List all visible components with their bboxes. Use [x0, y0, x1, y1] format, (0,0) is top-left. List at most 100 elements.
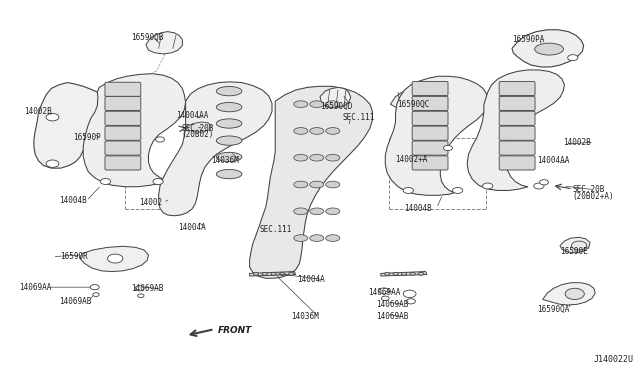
Circle shape: [280, 272, 285, 275]
Circle shape: [410, 272, 415, 275]
Ellipse shape: [216, 169, 242, 179]
Circle shape: [444, 145, 452, 151]
Ellipse shape: [310, 208, 324, 215]
Circle shape: [46, 113, 59, 121]
Circle shape: [156, 137, 164, 142]
Ellipse shape: [310, 154, 324, 161]
Text: SEC.20B: SEC.20B: [181, 124, 214, 133]
Circle shape: [572, 241, 587, 250]
Circle shape: [568, 55, 578, 61]
Text: 16590QB: 16590QB: [131, 33, 164, 42]
Circle shape: [565, 288, 584, 299]
Polygon shape: [543, 283, 595, 305]
FancyBboxPatch shape: [412, 141, 448, 155]
Circle shape: [534, 183, 544, 189]
Ellipse shape: [294, 101, 308, 108]
Text: 14069AA: 14069AA: [19, 283, 52, 292]
Text: 14002+A: 14002+A: [396, 155, 428, 164]
FancyBboxPatch shape: [105, 111, 141, 125]
Ellipse shape: [294, 128, 308, 134]
Ellipse shape: [310, 181, 324, 188]
Polygon shape: [80, 246, 148, 272]
Text: 14004AA: 14004AA: [538, 156, 570, 165]
Text: SEC.20B: SEC.20B: [573, 185, 605, 194]
Polygon shape: [390, 90, 428, 110]
Circle shape: [385, 272, 390, 275]
Ellipse shape: [216, 153, 242, 161]
Circle shape: [46, 160, 59, 167]
Text: 14069AA: 14069AA: [368, 288, 401, 296]
Ellipse shape: [326, 235, 340, 241]
Polygon shape: [83, 74, 186, 187]
Ellipse shape: [294, 181, 308, 188]
Circle shape: [100, 179, 111, 185]
Circle shape: [253, 272, 259, 275]
Text: 16590E: 16590E: [560, 247, 588, 256]
FancyBboxPatch shape: [412, 96, 448, 110]
Text: 14036M: 14036M: [211, 156, 239, 165]
Text: (20B02+A): (20B02+A): [573, 192, 614, 201]
Text: 16590PA: 16590PA: [512, 35, 545, 44]
Circle shape: [271, 272, 276, 275]
Ellipse shape: [294, 235, 308, 241]
Circle shape: [379, 288, 389, 294]
Polygon shape: [250, 86, 372, 278]
Ellipse shape: [216, 86, 242, 96]
Text: 14036M: 14036M: [291, 312, 319, 321]
Ellipse shape: [216, 119, 242, 128]
Circle shape: [381, 296, 389, 301]
Text: 14069AB: 14069AB: [59, 297, 92, 306]
Ellipse shape: [326, 128, 340, 134]
Circle shape: [138, 294, 144, 298]
Ellipse shape: [326, 181, 340, 188]
Polygon shape: [381, 272, 427, 276]
FancyBboxPatch shape: [499, 141, 535, 155]
Polygon shape: [560, 237, 590, 253]
Ellipse shape: [294, 154, 308, 161]
Polygon shape: [385, 76, 488, 195]
Circle shape: [403, 290, 416, 298]
FancyBboxPatch shape: [105, 126, 141, 140]
Circle shape: [540, 180, 548, 185]
Circle shape: [419, 272, 424, 275]
Circle shape: [135, 286, 144, 291]
Text: 14002: 14002: [140, 198, 163, 207]
Circle shape: [406, 299, 415, 304]
Polygon shape: [320, 87, 351, 108]
Circle shape: [262, 272, 268, 275]
Circle shape: [452, 187, 463, 193]
Polygon shape: [159, 82, 272, 216]
FancyBboxPatch shape: [499, 111, 535, 125]
Polygon shape: [467, 70, 564, 190]
FancyBboxPatch shape: [499, 81, 535, 96]
Ellipse shape: [326, 101, 340, 108]
Ellipse shape: [310, 101, 324, 108]
Polygon shape: [34, 83, 106, 168]
Circle shape: [483, 183, 493, 189]
Text: 16590P: 16590P: [74, 133, 101, 142]
FancyBboxPatch shape: [499, 156, 535, 170]
FancyBboxPatch shape: [105, 82, 141, 96]
FancyBboxPatch shape: [412, 111, 448, 125]
Text: 16590QA: 16590QA: [538, 305, 570, 314]
FancyBboxPatch shape: [105, 96, 141, 110]
Text: 14004B: 14004B: [404, 204, 432, 213]
Polygon shape: [146, 32, 182, 54]
Polygon shape: [512, 30, 584, 67]
Ellipse shape: [535, 43, 564, 55]
Text: SEC.111: SEC.111: [259, 225, 292, 234]
Ellipse shape: [310, 235, 324, 241]
Text: 16590R: 16590R: [60, 252, 88, 261]
FancyBboxPatch shape: [105, 156, 141, 170]
Text: 14004A: 14004A: [298, 275, 325, 284]
Ellipse shape: [216, 103, 242, 112]
FancyBboxPatch shape: [499, 126, 535, 140]
FancyBboxPatch shape: [412, 156, 448, 170]
FancyBboxPatch shape: [105, 141, 141, 155]
Ellipse shape: [216, 136, 242, 145]
Ellipse shape: [294, 208, 308, 215]
Text: FRONT: FRONT: [218, 326, 252, 335]
FancyBboxPatch shape: [412, 81, 448, 96]
Text: 14069AB: 14069AB: [376, 312, 409, 321]
Circle shape: [93, 293, 99, 296]
